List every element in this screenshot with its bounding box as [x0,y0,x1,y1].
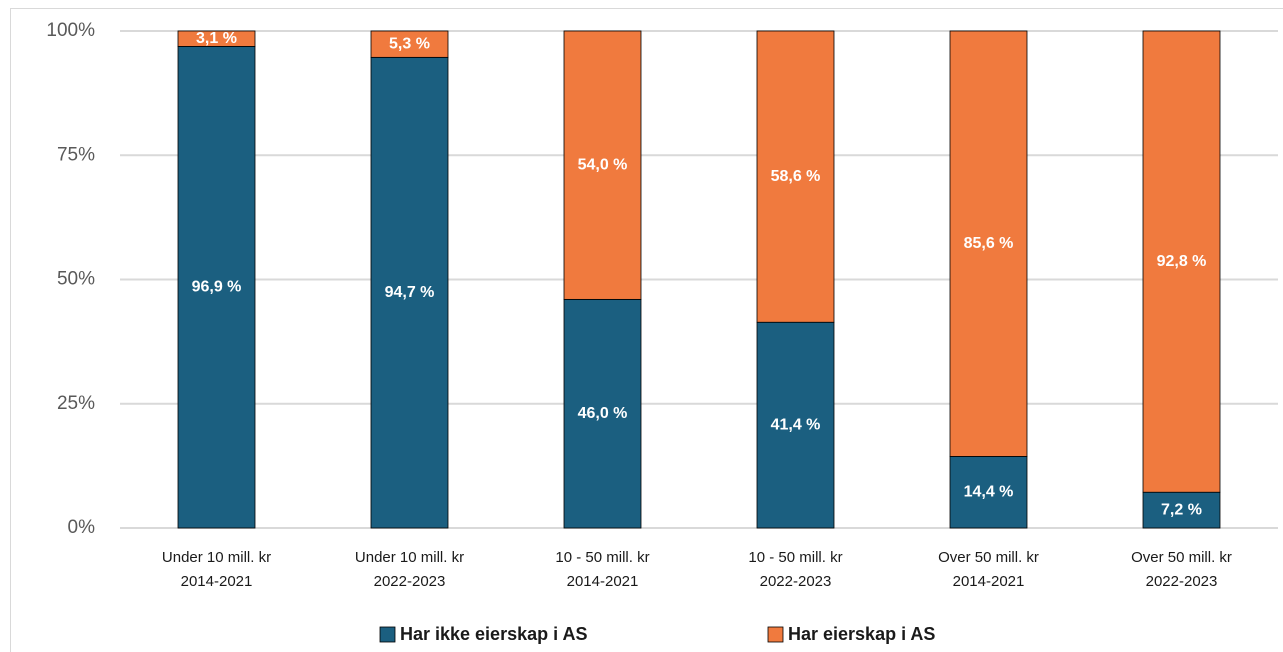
y-tick-label: 50% [57,269,95,290]
x-tick-label-line: 2022-2023 [374,573,446,590]
x-tick-label-line: 2022-2023 [760,573,832,590]
value-label: 94,7 % [385,284,435,301]
x-tick-label-line: Under 10 mill. kr [355,549,464,566]
x-tick-label-line: Over 50 mill. kr [938,549,1039,566]
bar-segment [1142,30,1221,493]
value-label: 96,9 % [192,278,242,295]
bar-segment [563,298,642,529]
bar-segment [1142,491,1221,529]
y-tick-label: 100% [46,20,95,41]
x-tick-label: Over 50 mill. kr 2014-2021 [938,549,1039,590]
value-label: 3,1 % [196,30,237,47]
legend-label: Har ikke eierskap i AS [400,624,587,644]
x-tick-label-line: 2014-2021 [567,573,639,590]
x-tick-label: Under 10 mill. kr 2014-2021 [162,549,271,590]
legend-label: Har eierskap i AS [788,624,935,644]
value-label: 46,0 % [578,405,628,422]
x-tick-label-line: 2014-2021 [181,573,253,590]
value-label: 58,6 % [771,168,821,185]
bar-segment [177,46,256,529]
y-tick-label: 75% [57,144,95,165]
bar-segment [370,30,449,58]
x-tick-label-line: 2014-2021 [953,573,1025,590]
chart-frame [10,8,1283,652]
y-tick-label: 0% [68,517,96,538]
x-tick-label: 10 - 50 mill. kr 2022-2023 [748,549,842,590]
x-tick-label-line: 10 - 50 mill. kr [748,549,842,566]
value-label: 85,6 % [964,235,1014,252]
x-tick-label: Under 10 mill. kr 2022-2023 [355,549,464,590]
y-tick-label: 25% [57,393,95,414]
x-tick-label: Over 50 mill. kr 2022-2023 [1131,549,1232,590]
x-tick-label-line: Under 10 mill. kr [162,549,271,566]
x-tick-label-line: 10 - 50 mill. kr [555,549,649,566]
value-label: 92,8 % [1157,253,1207,270]
x-tick-label-line: 2022-2023 [1146,573,1218,590]
value-label: 7,2 % [1161,501,1202,518]
bar-segment [949,30,1028,457]
legend-swatch [379,626,396,643]
bar-segment [756,321,835,529]
value-label: 54,0 % [578,156,628,173]
legend-swatch [767,626,784,643]
x-tick-label-line: Over 50 mill. kr [1131,549,1232,566]
bar-segment [756,30,835,323]
bar-segment [563,30,642,300]
x-tick-label: 10 - 50 mill. kr 2014-2021 [555,549,649,590]
value-label: 14,4 % [964,483,1014,500]
bar-segment [949,456,1028,529]
value-label: 41,4 % [771,416,821,433]
value-label: 5,3 % [389,35,430,52]
bar-segment [177,30,256,47]
bar-segment [370,56,449,529]
